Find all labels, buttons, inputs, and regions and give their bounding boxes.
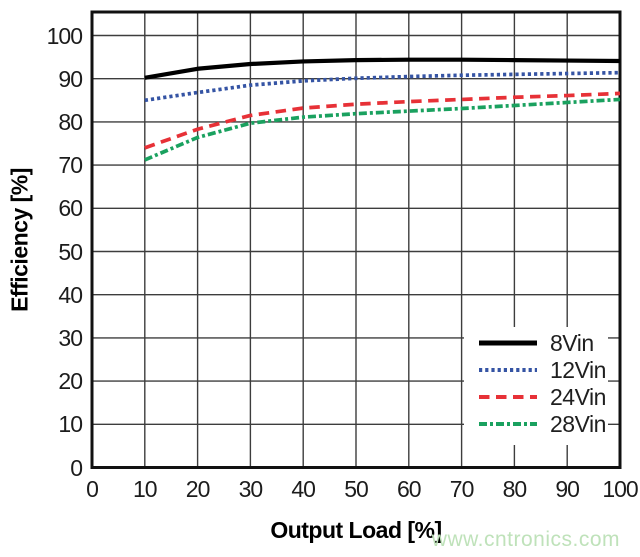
series-line-12vin (144, 70, 621, 103)
legend-line-sample (479, 367, 537, 372)
x-tick-label: 50 (344, 476, 369, 502)
legend-line-sample (479, 340, 537, 345)
x-tick-label: 30 (238, 476, 264, 502)
series-line-8vin (144, 57, 621, 80)
x-axis-title: Output Load [%] (270, 517, 442, 543)
x-tick-label: 40 (291, 476, 316, 502)
series-line-24vin (144, 91, 621, 150)
legend-label: 28Vin (550, 410, 606, 437)
y-tick-label: 50 (58, 238, 83, 265)
legend-item-8vin: 8Vin (464, 329, 608, 356)
x-tick-label: 100 (602, 476, 638, 502)
legend-label: 12Vin (550, 356, 606, 383)
x-tick-label: 80 (502, 476, 528, 502)
x-tick-label: 60 (397, 476, 422, 502)
y-tick-label: 10 (58, 411, 83, 438)
x-tick-label: 0 (86, 476, 99, 502)
y-axis-title: Efficiency [%] (6, 168, 33, 312)
x-tick-label: 70 (449, 476, 475, 502)
legend-line-sample (479, 421, 537, 426)
legend-line-sample (479, 394, 537, 399)
y-tick-label: 90 (58, 65, 83, 92)
legend-item-24vin: 24Vin (464, 383, 608, 410)
y-tick-label: 70 (58, 152, 83, 179)
x-tick-label: 20 (185, 476, 211, 502)
legend-label: 24Vin (550, 383, 606, 410)
watermark: www.cntronics.com (431, 528, 620, 551)
x-tick-label: 10 (133, 476, 158, 502)
y-tick-label: 100 (46, 22, 83, 49)
y-tick-label: 0 (70, 454, 83, 481)
legend-item-12vin: 12Vin (464, 356, 608, 383)
y-tick-label: 80 (58, 108, 83, 135)
y-tick-label: 60 (58, 195, 83, 222)
series-line-28vin (144, 97, 621, 162)
legend-label: 8Vin (550, 329, 594, 356)
legend-item-28vin: 28Vin (464, 410, 608, 437)
legend: 8Vin 12Vin 24Vin 28Vin (464, 327, 608, 445)
y-tick-label: 40 (58, 281, 83, 308)
y-tick-label: 20 (58, 368, 83, 395)
x-tick-label: 90 (555, 476, 580, 502)
y-tick-label: 30 (58, 324, 83, 351)
